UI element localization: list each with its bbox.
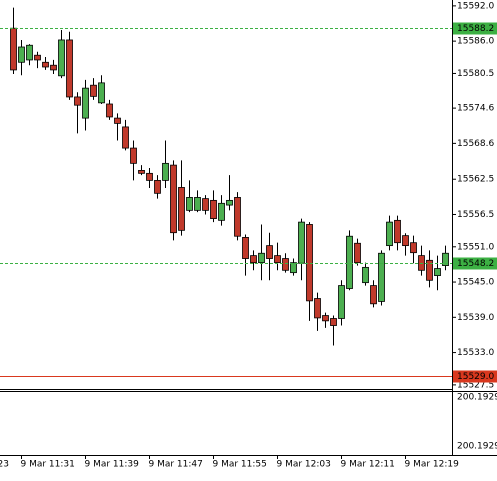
candle-body (34, 54, 41, 61)
candle-body (50, 64, 57, 71)
y-tick-label: 15545.0 (457, 278, 494, 288)
candle-body (162, 162, 169, 181)
candle-body (234, 197, 241, 237)
candle-body (290, 262, 297, 274)
candle-body (322, 315, 329, 322)
candle-body (258, 252, 265, 264)
candle-body (346, 235, 353, 289)
level-label-box (453, 370, 497, 383)
candle-body (418, 255, 425, 271)
candle-body (170, 164, 177, 234)
candle-body (242, 236, 249, 259)
y-tick-label: 15580.5 (457, 69, 494, 79)
candle-body (362, 266, 369, 284)
candle-body (218, 202, 225, 221)
candle-body (58, 39, 65, 77)
candle-body (194, 197, 201, 211)
indicator-label: 200.1929 (457, 442, 497, 452)
y-tick-label: 15568.6 (457, 139, 494, 149)
y-tick-label: 15562.5 (457, 175, 494, 185)
candle-body (74, 96, 81, 106)
candle-body (90, 84, 97, 97)
y-tick-label: 15592.0 (457, 1, 494, 11)
candle-body (370, 285, 377, 305)
candle-body (434, 268, 441, 276)
candle-body (410, 242, 417, 254)
candle-body (314, 298, 321, 319)
candle-body (202, 198, 209, 211)
x-tick-label: 9 Mar 12:11 (341, 460, 395, 470)
y-tick-label: 15527.5 (457, 380, 494, 390)
y-tick-label: 15551.0 (457, 242, 494, 252)
candle-body (306, 224, 313, 302)
candle-body (402, 235, 409, 247)
candle-body (66, 39, 73, 98)
candle-body (226, 199, 233, 206)
candle-body (114, 117, 121, 124)
y-tick-label: 15539.0 (457, 313, 494, 323)
candle-body (138, 170, 145, 174)
x-tick-label: 9 Mar 12:19 (405, 460, 460, 470)
candle-body (282, 258, 289, 271)
level-label: 15529.0 (457, 372, 494, 382)
x-tick-label: 9 Mar 11:31 (21, 460, 75, 470)
candle-body (130, 147, 137, 164)
candle-body (18, 46, 25, 63)
y-tick-label: 15586.0 (457, 37, 494, 47)
candle-body (426, 259, 433, 281)
x-tick-label: 9 Mar 11:47 (149, 460, 203, 470)
y-tick-label: 15574.6 (457, 104, 494, 114)
candle-body (330, 318, 337, 326)
candle-body (354, 242, 361, 264)
x-tick-label: 9 Mar 11:39 (85, 460, 140, 470)
candle-body (250, 255, 257, 264)
candle-body (338, 285, 345, 319)
x-edge-label: 23 (0, 460, 9, 470)
y-tick-label: 15556.5 (457, 210, 494, 220)
candle-body (386, 221, 393, 247)
candle-body (146, 172, 153, 181)
candle-body (82, 87, 89, 119)
candle-body (154, 179, 161, 194)
candle-body (378, 252, 385, 302)
candle-body (394, 219, 401, 244)
candle-body (10, 27, 17, 71)
candle-body (266, 245, 273, 259)
level-label: 15548.2 (457, 259, 494, 269)
candle-body (186, 197, 193, 211)
candle-body (442, 252, 449, 267)
x-tick-label: 9 Mar 12:03 (277, 460, 331, 470)
level-label-box (453, 257, 497, 270)
candle-body (106, 103, 113, 118)
level-label-box (453, 22, 497, 35)
candle-body (122, 126, 129, 149)
candle-body (26, 44, 33, 61)
candle-body (98, 82, 105, 104)
candle-body (210, 199, 217, 219)
indicator-label: 200.1929 (457, 393, 497, 403)
candle-body (178, 187, 185, 231)
x-tick-label: 9 Mar 11:55 (213, 460, 267, 470)
candle-body (274, 255, 281, 264)
candle-body (298, 221, 305, 264)
y-tick-label: 15533.0 (457, 348, 494, 358)
level-label: 15588.2 (457, 24, 494, 34)
candle-body (42, 61, 49, 68)
